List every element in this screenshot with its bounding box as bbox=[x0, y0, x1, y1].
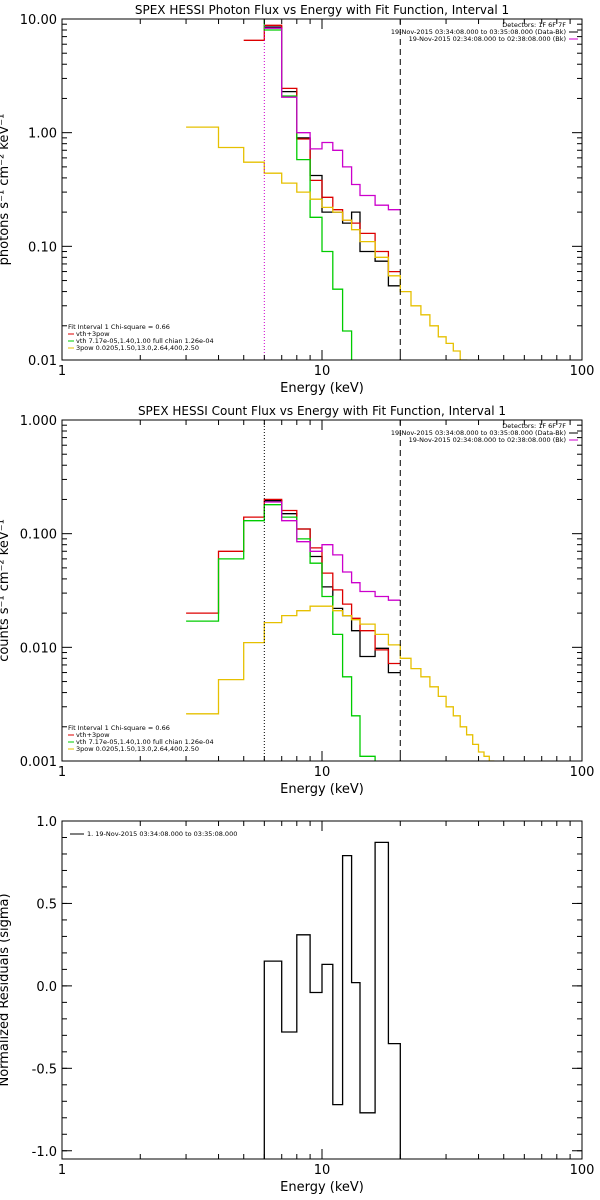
y-tick-label: 1.0 bbox=[36, 815, 57, 830]
y-tick-label: 1.00 bbox=[28, 127, 57, 142]
series-data bbox=[264, 26, 401, 287]
chart-photon: SPEX HESSI Photon Flux vs Energy with Fi… bbox=[0, 3, 595, 396]
legend-line: 3pow 0.0205,1.50,13.0,2.64,400,2.50 bbox=[76, 344, 199, 352]
header-line: 19-Nov-2015 03:34:08.000 to 03:35:08.000… bbox=[391, 429, 566, 437]
legend-line: vth 7.17e-05,1.40,1.00 full chian 1.26e-… bbox=[76, 337, 214, 345]
x-tick-label: 1 bbox=[58, 1163, 66, 1178]
header-line: 19-Nov-2015 02:34:08.000 to 02:38:08.000… bbox=[409, 436, 566, 444]
x-tick-label: 10 bbox=[314, 1163, 331, 1178]
x-tick-label: 100 bbox=[570, 765, 595, 780]
legend-line: Fit Interval 1 Chi-square = 0.66 bbox=[68, 323, 170, 331]
y-axis-label: counts s⁻¹ cm⁻² keV⁻¹ bbox=[0, 519, 12, 662]
x-tick-label: 100 bbox=[570, 364, 595, 379]
series-total bbox=[186, 498, 401, 665]
legend-line: vth 7.17e-05,1.40,1.00 full chian 1.26e-… bbox=[76, 738, 214, 746]
chart-residuals: 1 10 100 -1.0 -0.5 0.0 0.5 1.0 Energy (keV) Norma… bbox=[0, 815, 594, 1195]
header-line: Detectors: 1F 6F 7F bbox=[502, 422, 566, 430]
y-tick-label: 1.000 bbox=[20, 414, 57, 429]
x-tick-label: 1 bbox=[58, 364, 66, 379]
x-axis-label: Energy (keV) bbox=[280, 381, 364, 396]
y-tick-label: 10.00 bbox=[20, 13, 57, 28]
legend-line: vth+3pow bbox=[76, 330, 110, 338]
y-tick-label: -0.5 bbox=[32, 1062, 57, 1077]
series-group bbox=[263, 841, 401, 1159]
series-background bbox=[264, 501, 401, 601]
header-line: 19-Nov-2015 03:34:08.000 to 03:35:08.000… bbox=[391, 28, 566, 36]
x-tick-label: 1 bbox=[58, 765, 66, 780]
x-tick-label: 10 bbox=[314, 364, 331, 379]
series-group bbox=[186, 19, 468, 360]
y-tick-label: 0.01 bbox=[28, 354, 57, 369]
y-axis-label: photons s⁻¹ cm⁻² keV⁻¹ bbox=[0, 114, 12, 266]
series-powerlaw bbox=[186, 126, 468, 360]
y-tick-label: 0.10 bbox=[28, 240, 57, 255]
header-line: 19-Nov-2015 02:34:08.000 to 02:38:08.000… bbox=[409, 35, 566, 43]
legend-line: Fit Interval 1 Chi-square = 0.66 bbox=[68, 724, 170, 732]
series-thermal bbox=[263, 19, 353, 360]
y-tick-label: 0.100 bbox=[20, 528, 57, 543]
series-thermal bbox=[186, 504, 376, 761]
chart-title: SPEX HESSI Photon Flux vs Energy with Fi… bbox=[135, 3, 509, 17]
y-tick-label: 0.001 bbox=[20, 755, 57, 770]
legend-line: vth+3pow bbox=[76, 731, 110, 739]
series-powerlaw bbox=[186, 605, 495, 761]
chart-title: SPEX HESSI Count Flux vs Energy with Fit… bbox=[138, 404, 506, 418]
legend-line: 3pow 0.0205,1.50,13.0,2.64,400,2.50 bbox=[76, 745, 199, 753]
series-group bbox=[186, 498, 495, 761]
x-tick-label: 100 bbox=[570, 1163, 595, 1178]
series-background bbox=[264, 27, 401, 211]
y-tick-label: 0.5 bbox=[36, 897, 57, 912]
y-tick-label: 0.010 bbox=[20, 641, 57, 656]
x-tick-label: 10 bbox=[314, 765, 331, 780]
series-residual bbox=[263, 841, 401, 1159]
y-tick-label: -1.0 bbox=[32, 1145, 57, 1160]
header-line: Detectors: 1F 6F 7F bbox=[502, 21, 566, 29]
x-axis-label: Energy (keV) bbox=[280, 782, 364, 797]
chart-count: SPEX HESSI Count Flux vs Energy with Fit… bbox=[0, 404, 595, 797]
legend-line: 1. 19-Nov-2015 03:34:08.000 to 03:35:08.… bbox=[87, 830, 237, 838]
y-tick-label: 0.0 bbox=[36, 980, 57, 995]
x-axis-label: Energy (keV) bbox=[280, 1180, 364, 1195]
y-axis-label: Normalized Residuals (sigma) bbox=[0, 893, 12, 1086]
